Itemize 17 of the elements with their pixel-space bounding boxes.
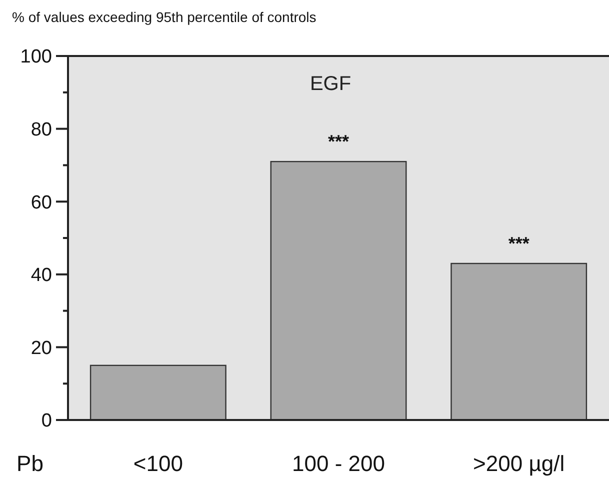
x-axis-title: Pb — [16, 451, 44, 476]
y-tick-label: 100 — [20, 46, 52, 68]
chart-title: % of values exceeding 95th percentile of controls — [12, 9, 316, 25]
bar — [450, 262, 588, 421]
annotation: *** — [328, 132, 350, 152]
x-tick-label: <100 — [133, 451, 183, 476]
y-tick-label: 20 — [30, 338, 52, 359]
y-tick-label: 0 — [41, 410, 52, 432]
x-tick-label: 100 - 200 — [292, 451, 385, 476]
bar — [90, 364, 226, 421]
x-tick-label: >200 µg/l — [473, 451, 565, 476]
annotation: *** — [508, 233, 530, 254]
bar — [270, 160, 407, 421]
y-tick-label: 60 — [30, 192, 52, 214]
y-tick-label: 40 — [30, 265, 52, 286]
annotation: EGF — [310, 73, 352, 95]
y-tick-label: 80 — [30, 119, 52, 140]
